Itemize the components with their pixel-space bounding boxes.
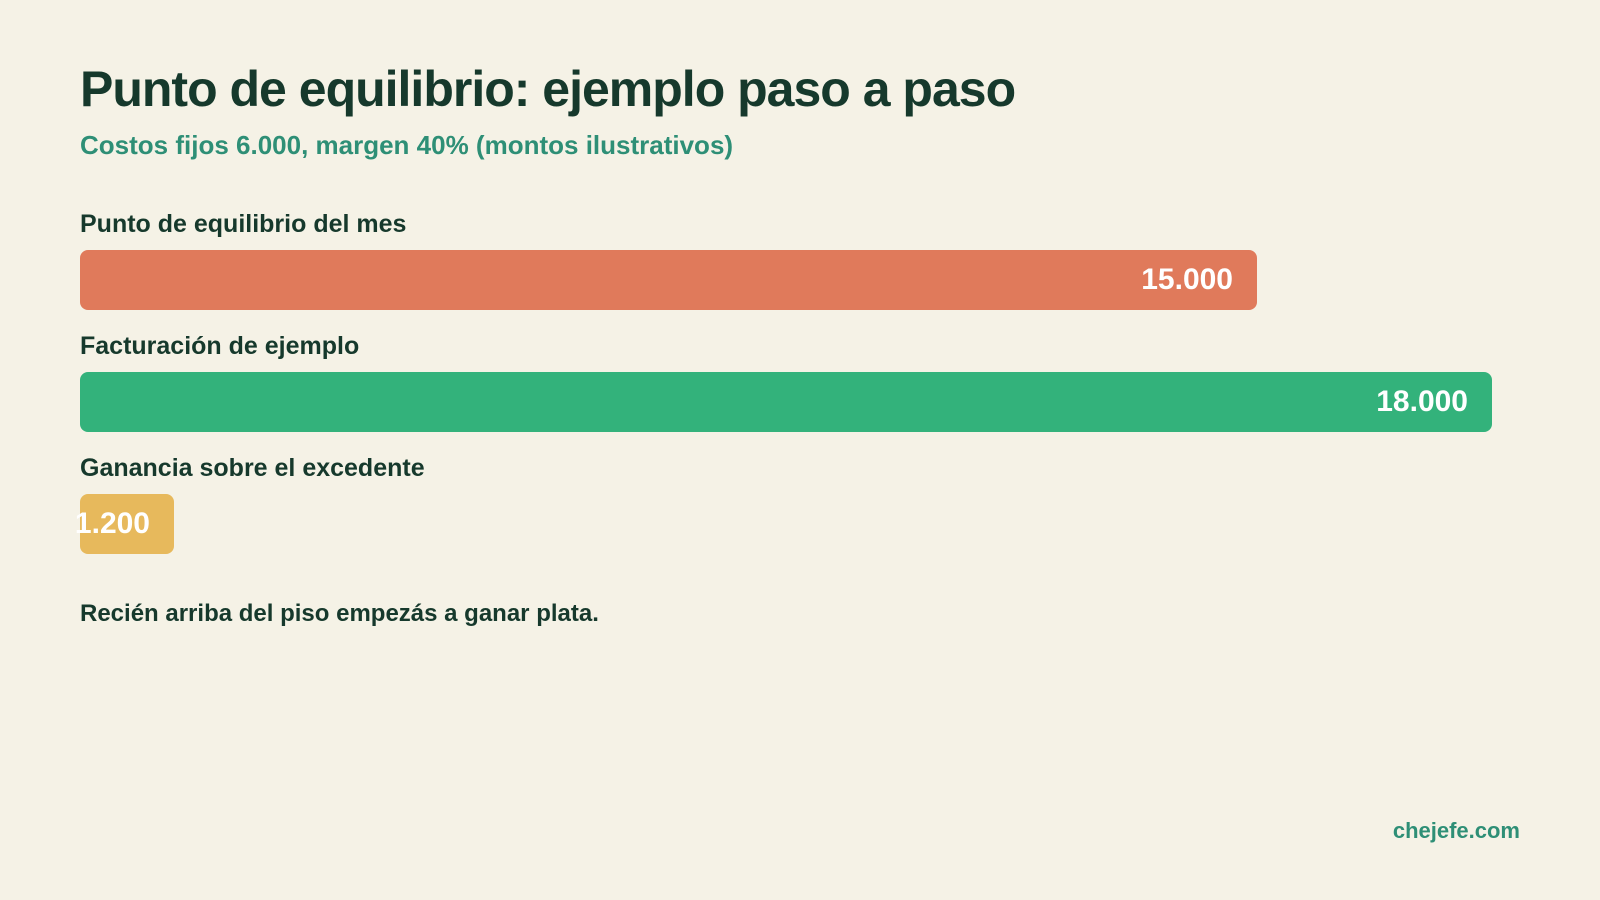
bar: 15.000 bbox=[80, 250, 1257, 310]
brand-link[interactable]: chejefe.com bbox=[1392, 818, 1520, 843]
bar: 1.200 bbox=[75, 494, 174, 554]
bar-label: Facturación de ejemplo bbox=[80, 332, 360, 360]
bar: 18.000 bbox=[80, 372, 1492, 432]
footnote: Recién arriba del piso empezás a ganar p… bbox=[80, 600, 599, 627]
chart-title: Punto de equilibrio: ejemplo paso a paso bbox=[80, 61, 1016, 117]
bar-value-label: 18.000 bbox=[1376, 385, 1468, 418]
chart-subtitle: Costos fijos 6.000, margen 40% (montos i… bbox=[80, 130, 734, 160]
bar-value-label: 15.000 bbox=[1141, 263, 1233, 296]
bar-value-label: 1.200 bbox=[74, 507, 150, 540]
bar-label: Ganancia sobre el excedente bbox=[80, 454, 425, 482]
bar-label: Punto de equilibrio del mes bbox=[80, 210, 407, 238]
